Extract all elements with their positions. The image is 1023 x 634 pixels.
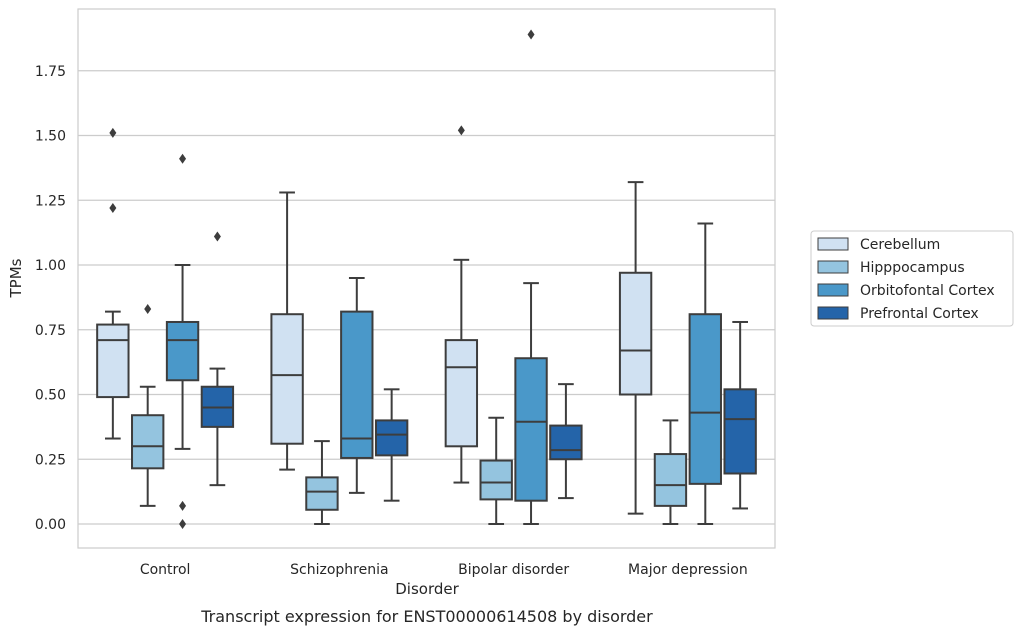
outlier-point [213,231,221,242]
box-hipppocampus [305,440,339,525]
box-prefrontal-cortex [723,320,757,510]
outlier-point [457,125,465,136]
legend-swatch [817,283,849,297]
box-cerebellum [96,127,130,440]
box-orbitofontal-cortex [165,153,200,529]
legend-swatch [817,306,849,320]
box-prefrontal-cortex [200,231,235,487]
legend: Cerebellum Hipppocampus Orbitofontal Corte… [810,230,1014,327]
box-iqr [374,419,409,457]
legend-swatch [817,260,849,274]
box-iqr [96,323,130,399]
outlier-point [179,519,187,529]
plot-area-frame [77,8,776,549]
box-prefrontal-cortex [549,383,583,500]
legend-swatch [817,237,849,251]
y-tick-label: 1.75 [35,64,66,80]
box-iqr [131,414,165,470]
outlier-point [527,29,535,40]
outlier-point [109,203,117,214]
x-tick-labels: Control Schizophrenia Bipolar disorder Majo… [140,562,748,578]
box-iqr [723,388,757,475]
box-groups [96,29,757,529]
legend-frame [810,230,1014,327]
box-iqr [165,320,200,382]
box-orbitofontal-cortex [688,222,722,525]
y-tick-labels: 0.00 0.25 0.50 0.75 1.00 1.25 1.50 1.75 [35,64,66,533]
box-iqr [549,424,583,461]
y-tick-label: 0.50 [35,388,66,404]
box-iqr [618,271,653,396]
y-tick-label: 1.50 [35,129,66,145]
legend-label: Orbitofontal Cortex [860,283,995,299]
box-hipppocampus [131,304,165,507]
y-tick-label: 0.25 [35,452,66,468]
x-tick-label: Control [140,562,191,578]
y-tick-label: 0.00 [35,517,66,533]
y-axis-title: TPMs [7,258,25,298]
box-iqr [514,357,548,502]
box-cerebellum [270,191,304,471]
outlier-point [144,304,152,315]
x-axis-title: Disorder [395,580,459,598]
legend-label: Cerebellum [860,237,940,253]
box-orbitofontal-cortex [340,276,374,494]
outlier-point [109,127,117,138]
box-cerebellum [618,181,653,515]
box-iqr [340,310,374,459]
x-tick-label: Schizophrenia [290,562,388,578]
legend-label: Hipppocampus [860,260,965,276]
box-orbitofontal-cortex [514,29,548,525]
box-cerebellum [444,125,479,484]
box-iqr [653,453,688,507]
box-iqr [444,339,479,448]
x-tick-label: Major depression [628,562,748,578]
outlier-point [179,500,187,511]
y-tick-label: 0.75 [35,323,66,339]
box-iqr [270,313,304,445]
box-prefrontal-cortex [374,388,409,502]
box-hipppocampus [479,416,513,525]
box-hipppocampus [653,419,688,525]
chart-caption: Transcript expression for ENST0000061450… [200,607,653,626]
x-tick-label: Bipolar disorder [458,562,569,578]
y-tick-label: 1.00 [35,258,66,274]
legend-label: Prefrontal Cortex [860,306,979,322]
box-iqr [305,476,339,511]
box-iqr [688,313,722,485]
box-iqr [479,459,513,501]
outlier-point [179,153,187,164]
y-tick-label: 1.25 [35,193,66,209]
